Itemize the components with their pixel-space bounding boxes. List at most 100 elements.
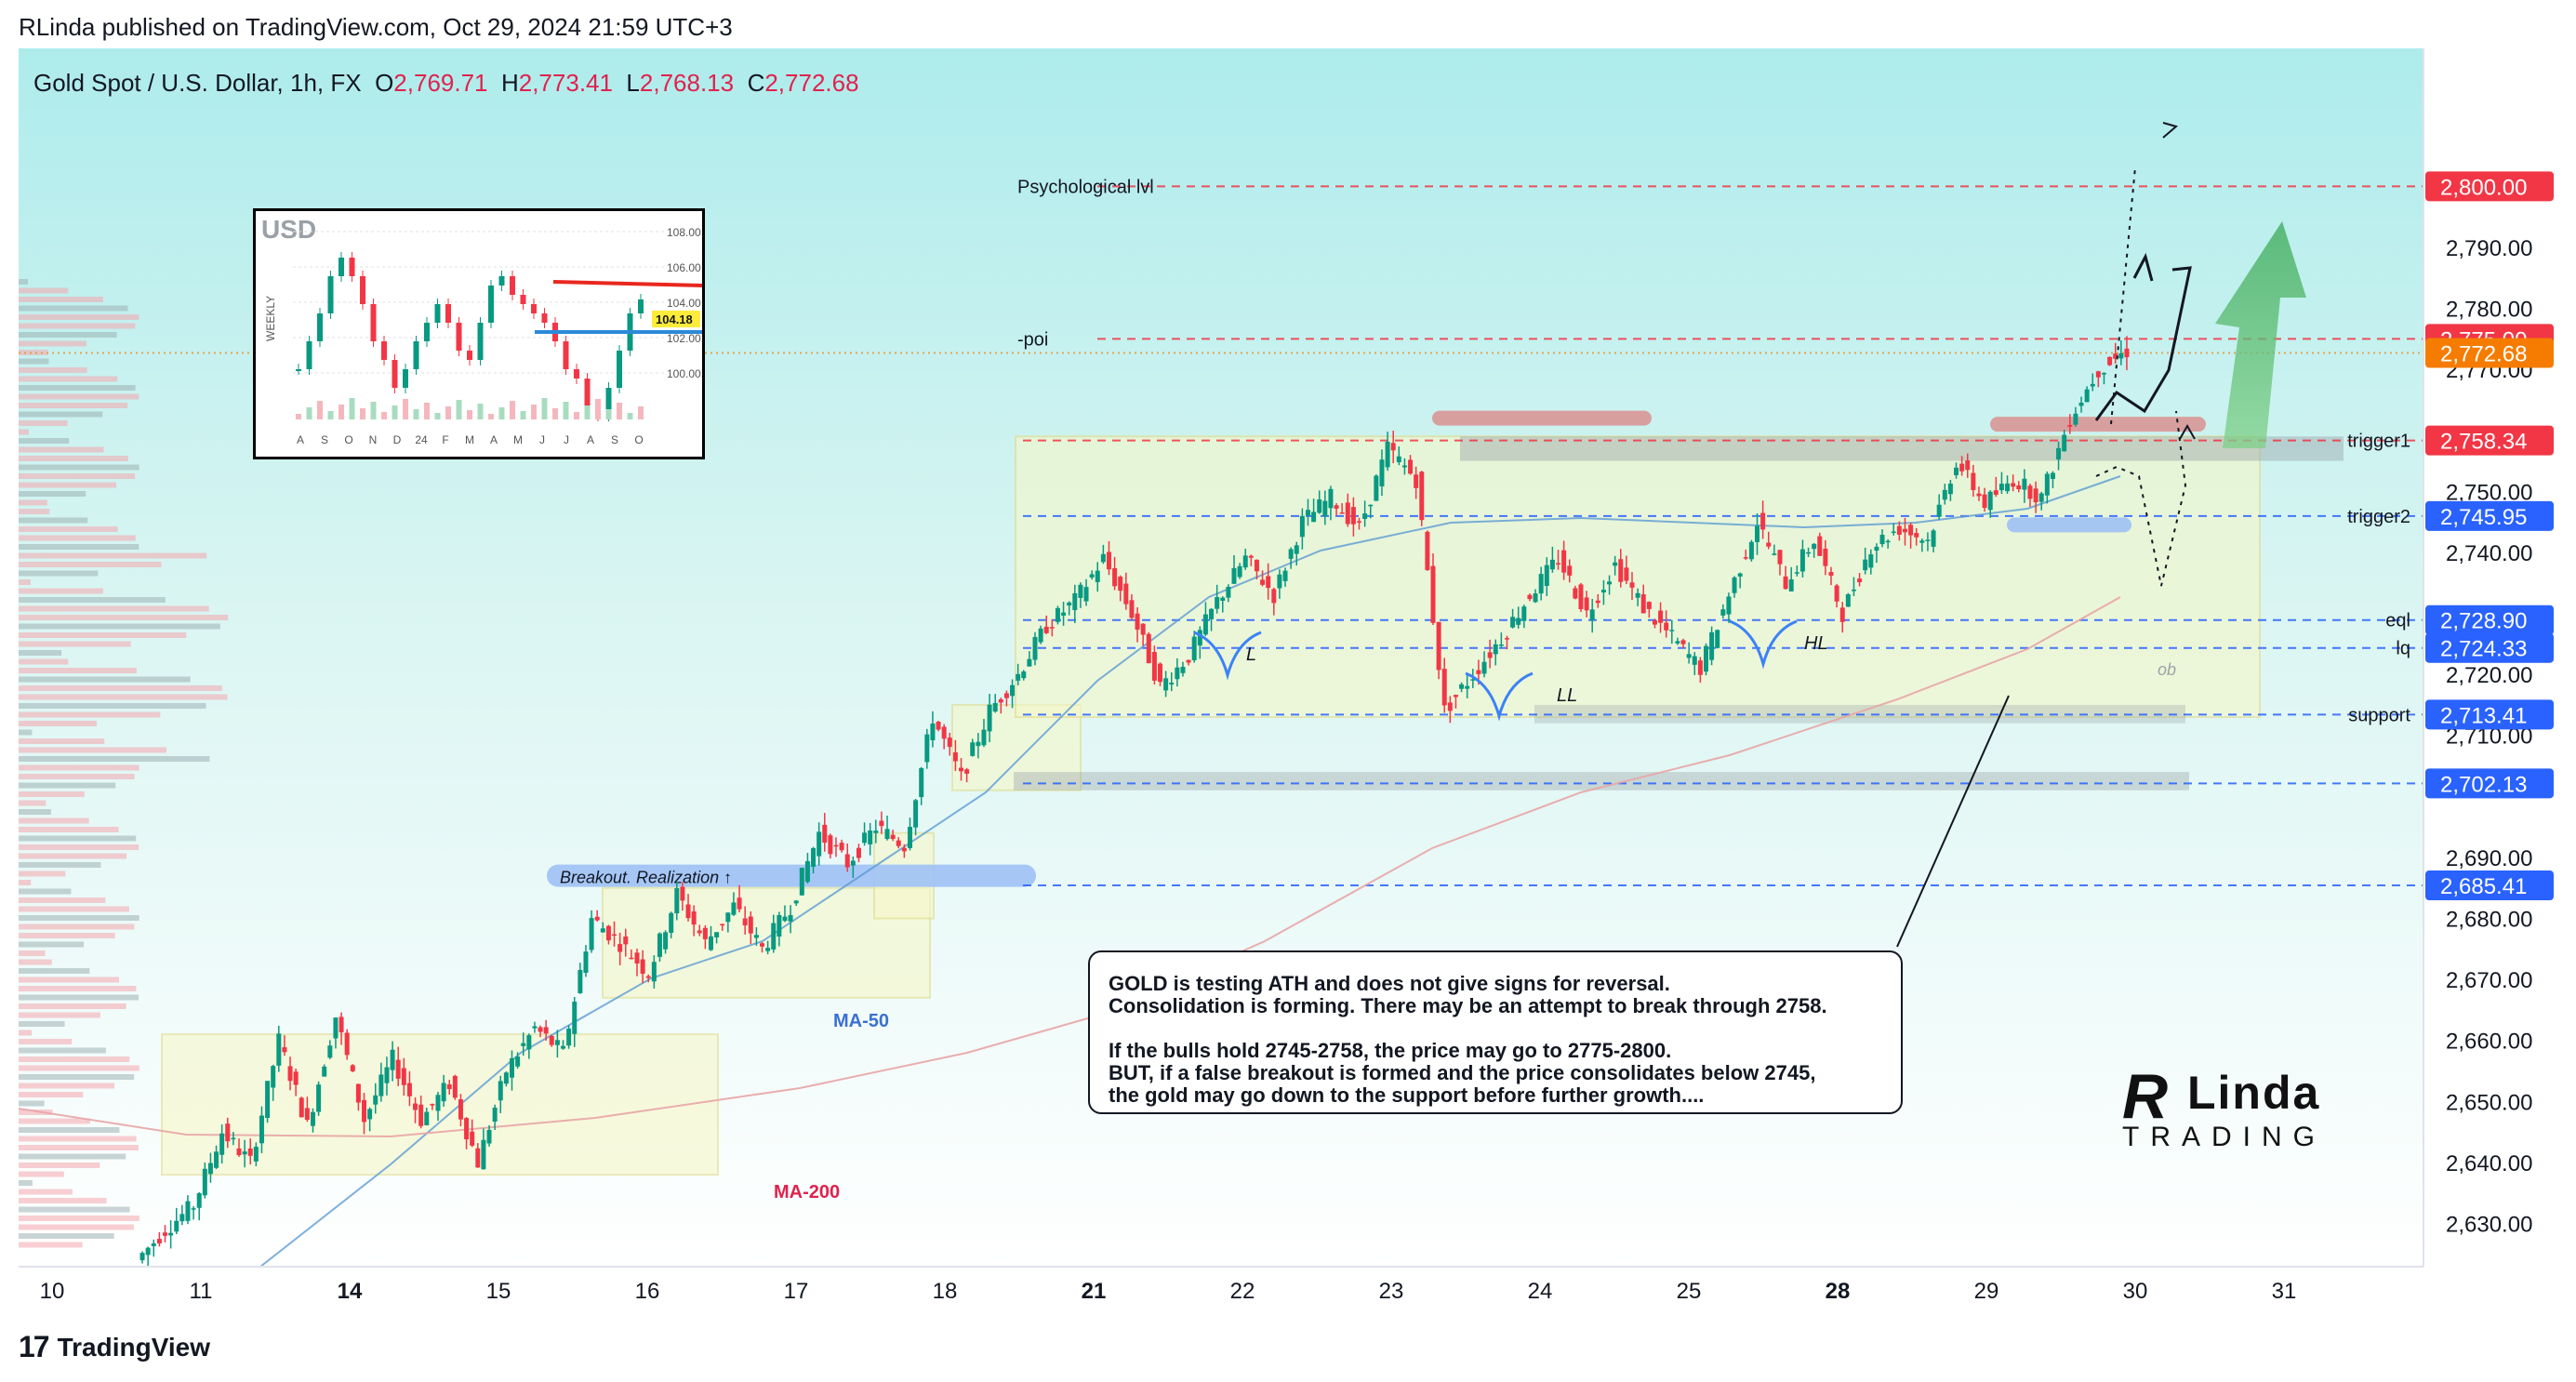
candle-body: [913, 800, 919, 828]
candle-body: [828, 835, 833, 855]
time-tick-label: 23: [1379, 1279, 1404, 1304]
candle-body: [145, 1247, 151, 1256]
ma50-line: [259, 475, 2121, 1268]
tradingview-logo[interactable]: 17 TradingView: [19, 1330, 210, 1364]
published-line: RLinda published on TradingView.com, Oct…: [19, 13, 733, 41]
price-tick-label: 2,680.00: [2446, 908, 2532, 933]
candle-body: [1817, 536, 1823, 556]
brand-name: Linda: [2187, 1067, 2321, 1119]
level-note: trigger2: [2347, 507, 2410, 527]
volume-profile-bar: [19, 411, 103, 418]
candle-body: [236, 1148, 242, 1155]
candle-body: [1959, 463, 1965, 472]
candle-body: [1680, 640, 1686, 644]
inset-xtick: O: [344, 433, 352, 446]
inset-xtick: O: [634, 433, 643, 446]
volume-profile-bar: [19, 1145, 139, 1150]
candle-body: [1078, 584, 1083, 598]
candle-body: [322, 1066, 327, 1077]
candle-body: [1885, 540, 1891, 543]
inset-candle: [477, 323, 484, 360]
candle-body: [515, 1056, 521, 1067]
candle-body: [174, 1220, 179, 1232]
candle-body: [1419, 472, 1425, 521]
inset-ytick: 106.00: [667, 261, 701, 274]
volume-profile-bar: [19, 456, 128, 461]
inset-xtick: D: [393, 433, 402, 446]
candle-body: [1441, 669, 1447, 706]
candle-body: [1311, 512, 1317, 523]
price-tick-label: 2,750.00: [2446, 480, 2532, 505]
candle-body: [1720, 609, 1726, 616]
candle-body: [2084, 389, 2090, 403]
inset-volume-bar: [339, 405, 344, 419]
candle-body: [1299, 515, 1305, 538]
candle-body: [265, 1081, 271, 1119]
candle-body: [1049, 627, 1055, 629]
candle-body: [1709, 631, 1715, 660]
candle-body: [1476, 670, 1481, 674]
candle-body: [1755, 525, 1760, 542]
candle-body: [1624, 567, 1629, 581]
volume-profile-bar: [19, 1065, 139, 1071]
open-label: O: [375, 69, 394, 97]
inset-candle: [574, 369, 579, 379]
inset-volume-bar: [434, 413, 441, 419]
price-axis[interactable]: 2,630.00 2,640.00 2,650.00 2,660.00 2,670.00…: [2423, 48, 2576, 1267]
candle-body: [737, 897, 742, 910]
candle-body: [771, 923, 777, 950]
candle-body: [2113, 353, 2118, 359]
candle-body: [839, 843, 844, 851]
candle-body: [1016, 673, 1021, 681]
inset-xtick: A: [490, 433, 498, 446]
ob-label: ob: [2158, 660, 2176, 679]
volume-profile-bar: [19, 658, 69, 665]
price-badge-label: 2,728.90: [2440, 609, 2527, 634]
candle-body: [413, 1103, 418, 1110]
candle-body: [1061, 612, 1067, 616]
candle-body: [481, 1139, 486, 1170]
candle-body: [1839, 607, 1845, 622]
price-badge-label: 2,758.34: [2440, 430, 2527, 455]
candle-body: [1498, 644, 1504, 646]
candle-body: [486, 1129, 492, 1144]
time-tick-label: 30: [2123, 1279, 2148, 1304]
candle-body: [1305, 510, 1310, 516]
candle-body: [1163, 678, 1169, 691]
volume-profile-bar: [19, 1216, 139, 1221]
candle-body: [1538, 574, 1544, 594]
candle-body: [600, 928, 605, 933]
candle-body: [714, 932, 720, 937]
candle-body: [543, 1027, 549, 1034]
price-badge-label: 2,713.41: [2440, 703, 2527, 728]
callout-line: the gold may go down to the support befo…: [1109, 1083, 1705, 1107]
volume-profile-bar: [19, 1171, 64, 1177]
candle-body: [163, 1232, 168, 1236]
volume-profile-bar: [19, 358, 49, 365]
candle-body: [156, 1239, 162, 1243]
candle-body: [873, 831, 879, 833]
volume-profile-bar: [19, 403, 128, 408]
time-axis[interactable]: 10 11 14 15 16 17 18 21 22 23 24 25 28 29 30 31: [19, 1266, 2576, 1309]
candle-body: [1629, 582, 1635, 588]
tradingview-logo-icon: 17: [19, 1330, 50, 1363]
volume-profile-bar: [19, 994, 139, 1001]
volume-profile-bar: [19, 915, 139, 921]
level-note: eql: [2385, 611, 2410, 631]
candle-body: [1003, 693, 1009, 698]
volume-profile-bar: [19, 1224, 134, 1230]
candle-body: [833, 844, 839, 847]
time-tick-label: 16: [635, 1279, 660, 1304]
volume-profile-bar: [19, 482, 117, 488]
volume-profile-bar: [19, 685, 222, 691]
inset-volume-bar: [498, 407, 505, 419]
volume-profile-bar: [19, 1039, 73, 1044]
candle-body: [959, 767, 964, 772]
time-tick-label: 17: [784, 1279, 809, 1304]
candle-body: [503, 1072, 509, 1084]
volume-profile-bar: [19, 570, 99, 577]
volume-profile-bar: [19, 941, 85, 948]
swing-marker: [1193, 631, 1262, 681]
inset-xtick: M: [513, 433, 523, 446]
